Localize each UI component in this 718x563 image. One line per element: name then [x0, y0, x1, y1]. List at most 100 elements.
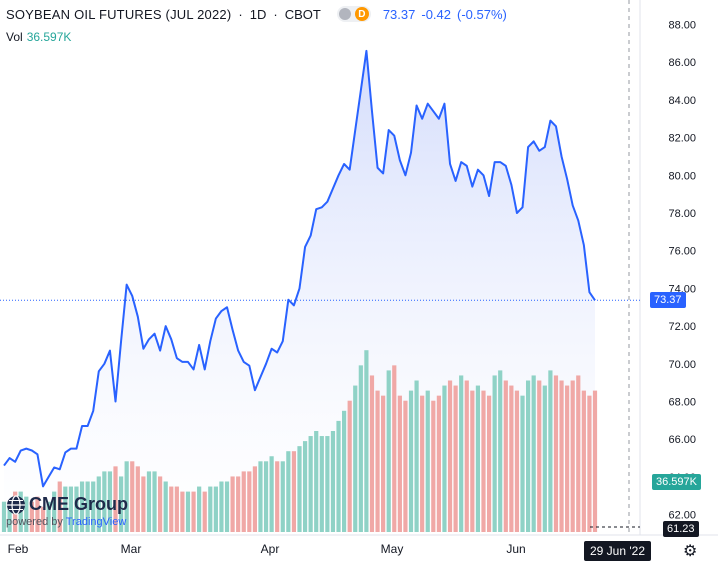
price-tick-label: 62.00 [668, 510, 696, 522]
volume-bar [425, 390, 430, 532]
volume-bar [29, 501, 34, 532]
volume-bar [475, 385, 481, 532]
volume-bar [275, 461, 280, 532]
price-tick-label: 80.00 [668, 170, 696, 182]
gear-icon[interactable]: ⚙ [683, 543, 698, 560]
volume-bar [197, 486, 202, 532]
volume-legend: Vol 36.597K [6, 30, 71, 44]
market-status-badge[interactable]: D [336, 6, 371, 22]
volume-bar [118, 476, 124, 532]
volume-bar [52, 491, 57, 532]
volume-bar [35, 496, 40, 532]
volume-bar [174, 486, 179, 532]
volume-bar [442, 385, 447, 532]
volume-bar [576, 375, 581, 532]
volume-bar [185, 491, 191, 532]
volume-bar [525, 380, 531, 532]
volume-bar [158, 476, 163, 532]
volume-bar [537, 380, 542, 532]
volume-bar [46, 501, 51, 532]
volume-bar [163, 481, 168, 532]
volume-bar [7, 501, 12, 532]
volume-bar [96, 476, 101, 532]
volume-bar [520, 395, 525, 532]
price-tick-label: 68.00 [668, 397, 696, 409]
volume-bar [408, 390, 414, 532]
price-tick-label: 70.00 [668, 359, 696, 371]
volume-bar [470, 390, 475, 532]
volume-bar [241, 471, 246, 532]
volume-bar [325, 436, 330, 532]
volume-bar [392, 365, 397, 532]
volume-bar [180, 491, 185, 532]
volume-bar [386, 370, 391, 532]
volume-bar [319, 436, 324, 532]
volume-bar [548, 370, 553, 532]
volume-bar [353, 385, 358, 532]
volume-bar [570, 380, 575, 532]
chart-legend: SOYBEAN OIL FUTURES (JUL 2022) · 1D · CB… [6, 6, 507, 22]
volume-bar [436, 395, 441, 532]
brand-name: CME Group [29, 494, 128, 514]
price-change-percent: (-0.57%) [457, 6, 507, 22]
volume-bar [342, 410, 347, 532]
volume-bar [40, 506, 46, 532]
volume-bar [531, 375, 536, 532]
volume-bar [397, 395, 402, 532]
volume-bar [302, 441, 308, 532]
low-price-tag: 61.23 [663, 521, 699, 537]
volume-bar [102, 471, 107, 532]
price-tick-label: 76.00 [668, 246, 696, 258]
volume-bar [208, 486, 213, 532]
volume-bar [63, 486, 68, 532]
volume-bar [213, 486, 218, 532]
volume-bar [130, 461, 135, 532]
delayed-data-icon: D [354, 7, 369, 21]
price-tick-label: 72.00 [668, 321, 696, 333]
volume-bar [146, 471, 152, 532]
volume-bar [447, 380, 453, 532]
volume-bar [414, 380, 419, 532]
last-price-tag: 73.37 [650, 292, 686, 308]
volume-bar [141, 476, 146, 532]
cme-group-logo[interactable]: CME Group powered by TradingView [6, 494, 128, 528]
price-tick-label: 82.00 [668, 133, 696, 145]
price-tick-label: 88.00 [668, 20, 696, 32]
volume-bar [107, 471, 113, 532]
volume-bar [169, 486, 174, 532]
volume-bar [559, 380, 564, 532]
volume-bar [514, 390, 520, 532]
symbol-title[interactable]: SOYBEAN OIL FUTURES (JUL 2022) [6, 6, 232, 22]
volume-bar [252, 466, 257, 532]
volume-tag: 36.597K [652, 474, 701, 490]
price-tick-label: 86.00 [668, 57, 696, 69]
interval-label[interactable]: 1D [249, 6, 267, 22]
volume-bar [375, 390, 380, 532]
time-tick-label: Jun [506, 542, 525, 556]
volume-bar [420, 395, 425, 532]
volume-bar [330, 431, 336, 532]
volume-bar [581, 390, 586, 532]
volume-bar [565, 385, 570, 532]
price-tick-label: 84.00 [668, 95, 696, 107]
globe-icon [7, 494, 25, 515]
volume-bar [369, 375, 375, 532]
volume-bar [263, 461, 269, 532]
volume-bar [219, 481, 224, 532]
volume-bar [486, 395, 492, 532]
time-tick-label: Feb [8, 542, 29, 556]
volume-bar [297, 446, 302, 532]
volume-bar [91, 481, 96, 532]
volume-bar [403, 400, 408, 532]
tradingview-link[interactable]: TradingView [65, 516, 127, 528]
volume-bar [431, 400, 436, 532]
price-tick-label: 66.00 [668, 434, 696, 446]
volume-bar [79, 481, 85, 532]
volume-bar [542, 385, 547, 532]
exchange-label: CBOT [284, 6, 321, 22]
powered-by: powered by TradingView [6, 516, 127, 528]
volume-bar [280, 461, 285, 532]
volume-bar [291, 451, 297, 532]
volume-bar [224, 481, 230, 532]
